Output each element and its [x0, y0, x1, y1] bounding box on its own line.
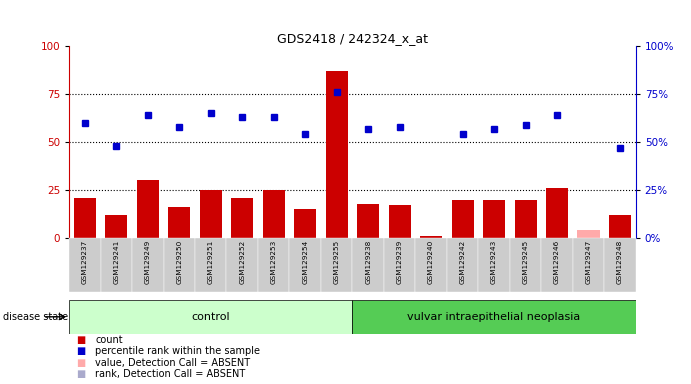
Bar [609, 215, 631, 238]
Bar [164, 238, 195, 292]
Text: GSM129254: GSM129254 [302, 240, 308, 284]
Text: ■: ■ [76, 346, 85, 356]
Text: GSM129237: GSM129237 [82, 240, 88, 284]
Bar [132, 238, 164, 292]
Bar [420, 236, 442, 238]
Bar [510, 238, 541, 292]
Text: GSM129249: GSM129249 [145, 240, 151, 284]
Text: vulvar intraepithelial neoplasia: vulvar intraepithelial neoplasia [408, 312, 580, 322]
Bar [451, 200, 473, 238]
Text: GSM129241: GSM129241 [113, 240, 120, 284]
Bar [137, 180, 159, 238]
Bar [321, 238, 352, 292]
Bar [352, 300, 636, 334]
Bar [357, 204, 379, 238]
Bar [101, 238, 132, 292]
Bar [227, 238, 258, 292]
Bar [105, 215, 127, 238]
Bar [541, 238, 573, 292]
Text: GSM129243: GSM129243 [491, 240, 497, 284]
Bar [415, 238, 447, 292]
Bar [69, 300, 352, 334]
Text: GSM129246: GSM129246 [554, 240, 560, 284]
Bar [483, 200, 505, 238]
Text: ■: ■ [76, 358, 85, 368]
Bar [478, 238, 510, 292]
Title: GDS2418 / 242324_x_at: GDS2418 / 242324_x_at [277, 32, 428, 45]
Bar [74, 198, 96, 238]
Text: GSM129253: GSM129253 [271, 240, 276, 284]
Text: GSM129245: GSM129245 [522, 240, 529, 284]
Text: GSM129238: GSM129238 [365, 240, 371, 284]
Text: percentile rank within the sample: percentile rank within the sample [95, 346, 261, 356]
Text: ■: ■ [76, 369, 85, 379]
Bar [325, 71, 348, 238]
Bar [200, 190, 222, 238]
Bar [515, 200, 536, 238]
Bar [258, 238, 290, 292]
Bar [231, 198, 253, 238]
Bar [447, 238, 478, 292]
Text: GSM129250: GSM129250 [176, 240, 182, 284]
Text: GSM129242: GSM129242 [460, 240, 466, 284]
Bar [388, 205, 410, 238]
Text: GSM129255: GSM129255 [334, 240, 340, 284]
Text: disease state: disease state [3, 312, 68, 322]
Text: control: control [191, 312, 230, 322]
Text: GSM129240: GSM129240 [428, 240, 434, 284]
Text: GSM129247: GSM129247 [585, 240, 591, 284]
Text: GSM129251: GSM129251 [208, 240, 214, 284]
Text: count: count [95, 335, 123, 345]
Bar [352, 238, 384, 292]
Bar [573, 238, 604, 292]
Bar [195, 238, 227, 292]
Bar [578, 230, 600, 238]
Bar [290, 238, 321, 292]
Text: GSM129252: GSM129252 [239, 240, 245, 284]
Text: value, Detection Call = ABSENT: value, Detection Call = ABSENT [95, 358, 250, 368]
Text: ■: ■ [76, 335, 85, 345]
Text: rank, Detection Call = ABSENT: rank, Detection Call = ABSENT [95, 369, 245, 379]
Text: GSM129239: GSM129239 [397, 240, 403, 284]
Bar [168, 207, 190, 238]
Bar [384, 238, 415, 292]
Bar [69, 238, 101, 292]
Text: GSM129248: GSM129248 [617, 240, 623, 284]
Bar [604, 238, 636, 292]
Bar [546, 188, 568, 238]
Bar [263, 190, 285, 238]
Bar [294, 209, 316, 238]
